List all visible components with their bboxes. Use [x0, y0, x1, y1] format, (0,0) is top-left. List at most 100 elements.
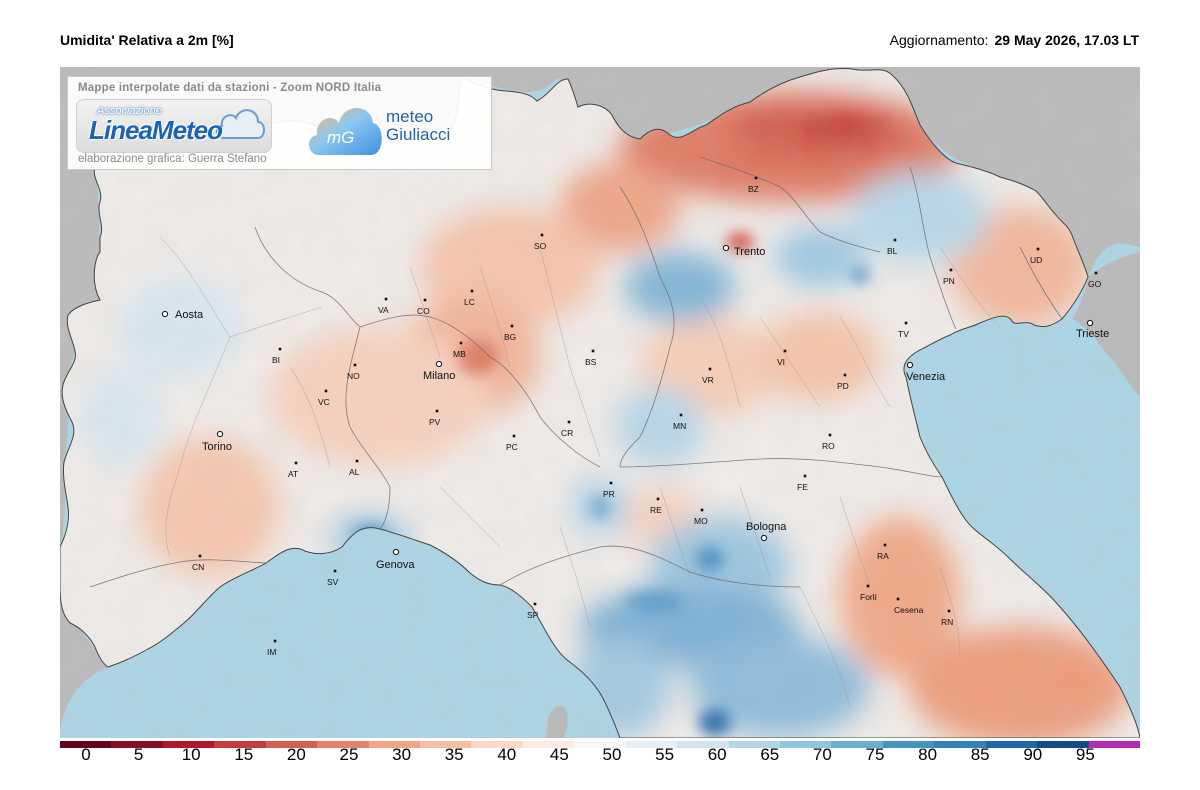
province-dot — [512, 434, 516, 438]
province-dot — [459, 341, 463, 345]
city-marker: Torino — [202, 430, 232, 453]
city-label: Aosta — [175, 309, 204, 321]
legend-color-step — [882, 741, 935, 748]
mg-icon-text: mG — [327, 128, 354, 147]
city-marker: PN — [943, 268, 955, 286]
province-dot — [294, 461, 298, 465]
province-dot — [896, 597, 900, 601]
city-marker: VI — [777, 349, 787, 367]
city-marker: GO — [1088, 271, 1102, 289]
city-marker: BL — [887, 238, 898, 256]
update-value: 29 May 2026, 17.03 LT — [994, 32, 1140, 48]
province-dot — [355, 459, 359, 463]
city-marker: RE — [650, 497, 662, 515]
province-dot — [947, 609, 951, 613]
city-marker: RN — [941, 609, 953, 627]
update-timestamp: Aggiornamento: 29 May 2026, 17.03 LT — [890, 32, 1139, 48]
legend-label: 90 — [1023, 745, 1043, 764]
province-dot — [843, 373, 847, 377]
city-marker: Milano — [423, 360, 455, 382]
province-dot — [435, 409, 439, 413]
cloud-icon — [216, 109, 265, 139]
city-marker: RA — [877, 543, 889, 561]
legend-label: 95 — [1075, 745, 1095, 764]
meteo-giuliacci-name: meteo Giuliacci — [386, 108, 450, 144]
update-label: Aggiornamento: — [889, 32, 989, 48]
city-label: CN — [192, 562, 204, 572]
city-label: Cesena — [894, 605, 924, 615]
legend-label: 65 — [760, 745, 780, 764]
legend-color-step — [1088, 741, 1141, 748]
meteo-giuliacci-cloud-icon: mG — [308, 108, 382, 155]
city-marker: Genova — [376, 548, 415, 571]
city-label: Torino — [202, 441, 232, 453]
city-dot — [435, 360, 443, 368]
city-dot — [722, 244, 730, 252]
legend-label: 85 — [970, 745, 990, 764]
lineameteo-logo: Associazione LineaMeteo — [76, 99, 272, 153]
city-marker: PC — [506, 434, 518, 452]
city-marker: PR — [603, 481, 615, 499]
province-dot — [278, 347, 282, 351]
city-label: BL — [887, 246, 898, 256]
city-label: RO — [822, 441, 835, 451]
legend-color-step — [677, 741, 730, 748]
city-label: Bologna — [746, 521, 787, 533]
city-marker: Venezia — [906, 361, 946, 383]
legend-label: 15 — [234, 745, 254, 764]
city-label: AL — [349, 467, 360, 477]
city-marker: Aosta — [161, 309, 204, 321]
city-marker: BG — [504, 324, 516, 342]
province-dot — [949, 268, 953, 272]
city-label: MN — [673, 421, 686, 431]
province-dot — [803, 474, 807, 478]
province-dot — [324, 389, 328, 393]
humidity-map: Aosta Torino Milano Trento Venezia Trieste Gen… — [60, 67, 1140, 738]
province-dot — [273, 639, 277, 643]
legend-label: 35 — [444, 745, 464, 764]
legend-label: 50 — [602, 745, 622, 764]
city-label: PC — [506, 442, 518, 452]
city-marker: FE — [797, 474, 808, 492]
city-marker: VA — [378, 297, 389, 315]
legend-color-step — [574, 741, 627, 748]
legend-color-step — [934, 741, 987, 748]
city-marker: CO — [417, 298, 430, 316]
legend-color-step — [60, 741, 112, 748]
city-dot — [392, 548, 400, 556]
city-label: MB — [453, 349, 466, 359]
city-marker: MN — [673, 413, 686, 431]
city-marker: Cesena — [894, 597, 924, 615]
legend-color-step — [471, 741, 524, 748]
legend-color-step — [265, 741, 318, 748]
province-dot — [783, 349, 787, 353]
province-dot — [470, 289, 474, 293]
legend-label: 55 — [655, 745, 675, 764]
city-marker: VR — [702, 367, 714, 385]
city-label: Genova — [376, 559, 415, 571]
province-dot — [866, 584, 870, 588]
city-marker: SP — [527, 602, 539, 620]
province-dot — [679, 413, 683, 417]
city-label: BI — [272, 355, 280, 365]
city-label: BG — [504, 332, 516, 342]
legend-color-step — [985, 741, 1038, 748]
city-label: Trieste — [1076, 328, 1109, 340]
city-label: FE — [797, 482, 808, 492]
legend-color-step — [214, 741, 267, 748]
city-label: GO — [1088, 279, 1102, 289]
city-label: SV — [327, 577, 339, 587]
mg-line1: meteo — [386, 107, 434, 126]
lineameteo-name: LineaMeteo — [89, 115, 223, 145]
province-dot — [708, 367, 712, 371]
legend-label: 25 — [339, 745, 359, 764]
city-marker: Trento — [722, 244, 765, 258]
city-marker: Forlì — [860, 584, 877, 602]
city-label: BZ — [748, 184, 759, 194]
legend-label: 60 — [707, 745, 727, 764]
legend-color-step — [317, 741, 370, 748]
city-label: Milano — [423, 370, 455, 382]
legend-label: 10 — [181, 745, 201, 764]
city-marker: CN — [192, 554, 204, 572]
legend-color-step — [368, 741, 421, 748]
